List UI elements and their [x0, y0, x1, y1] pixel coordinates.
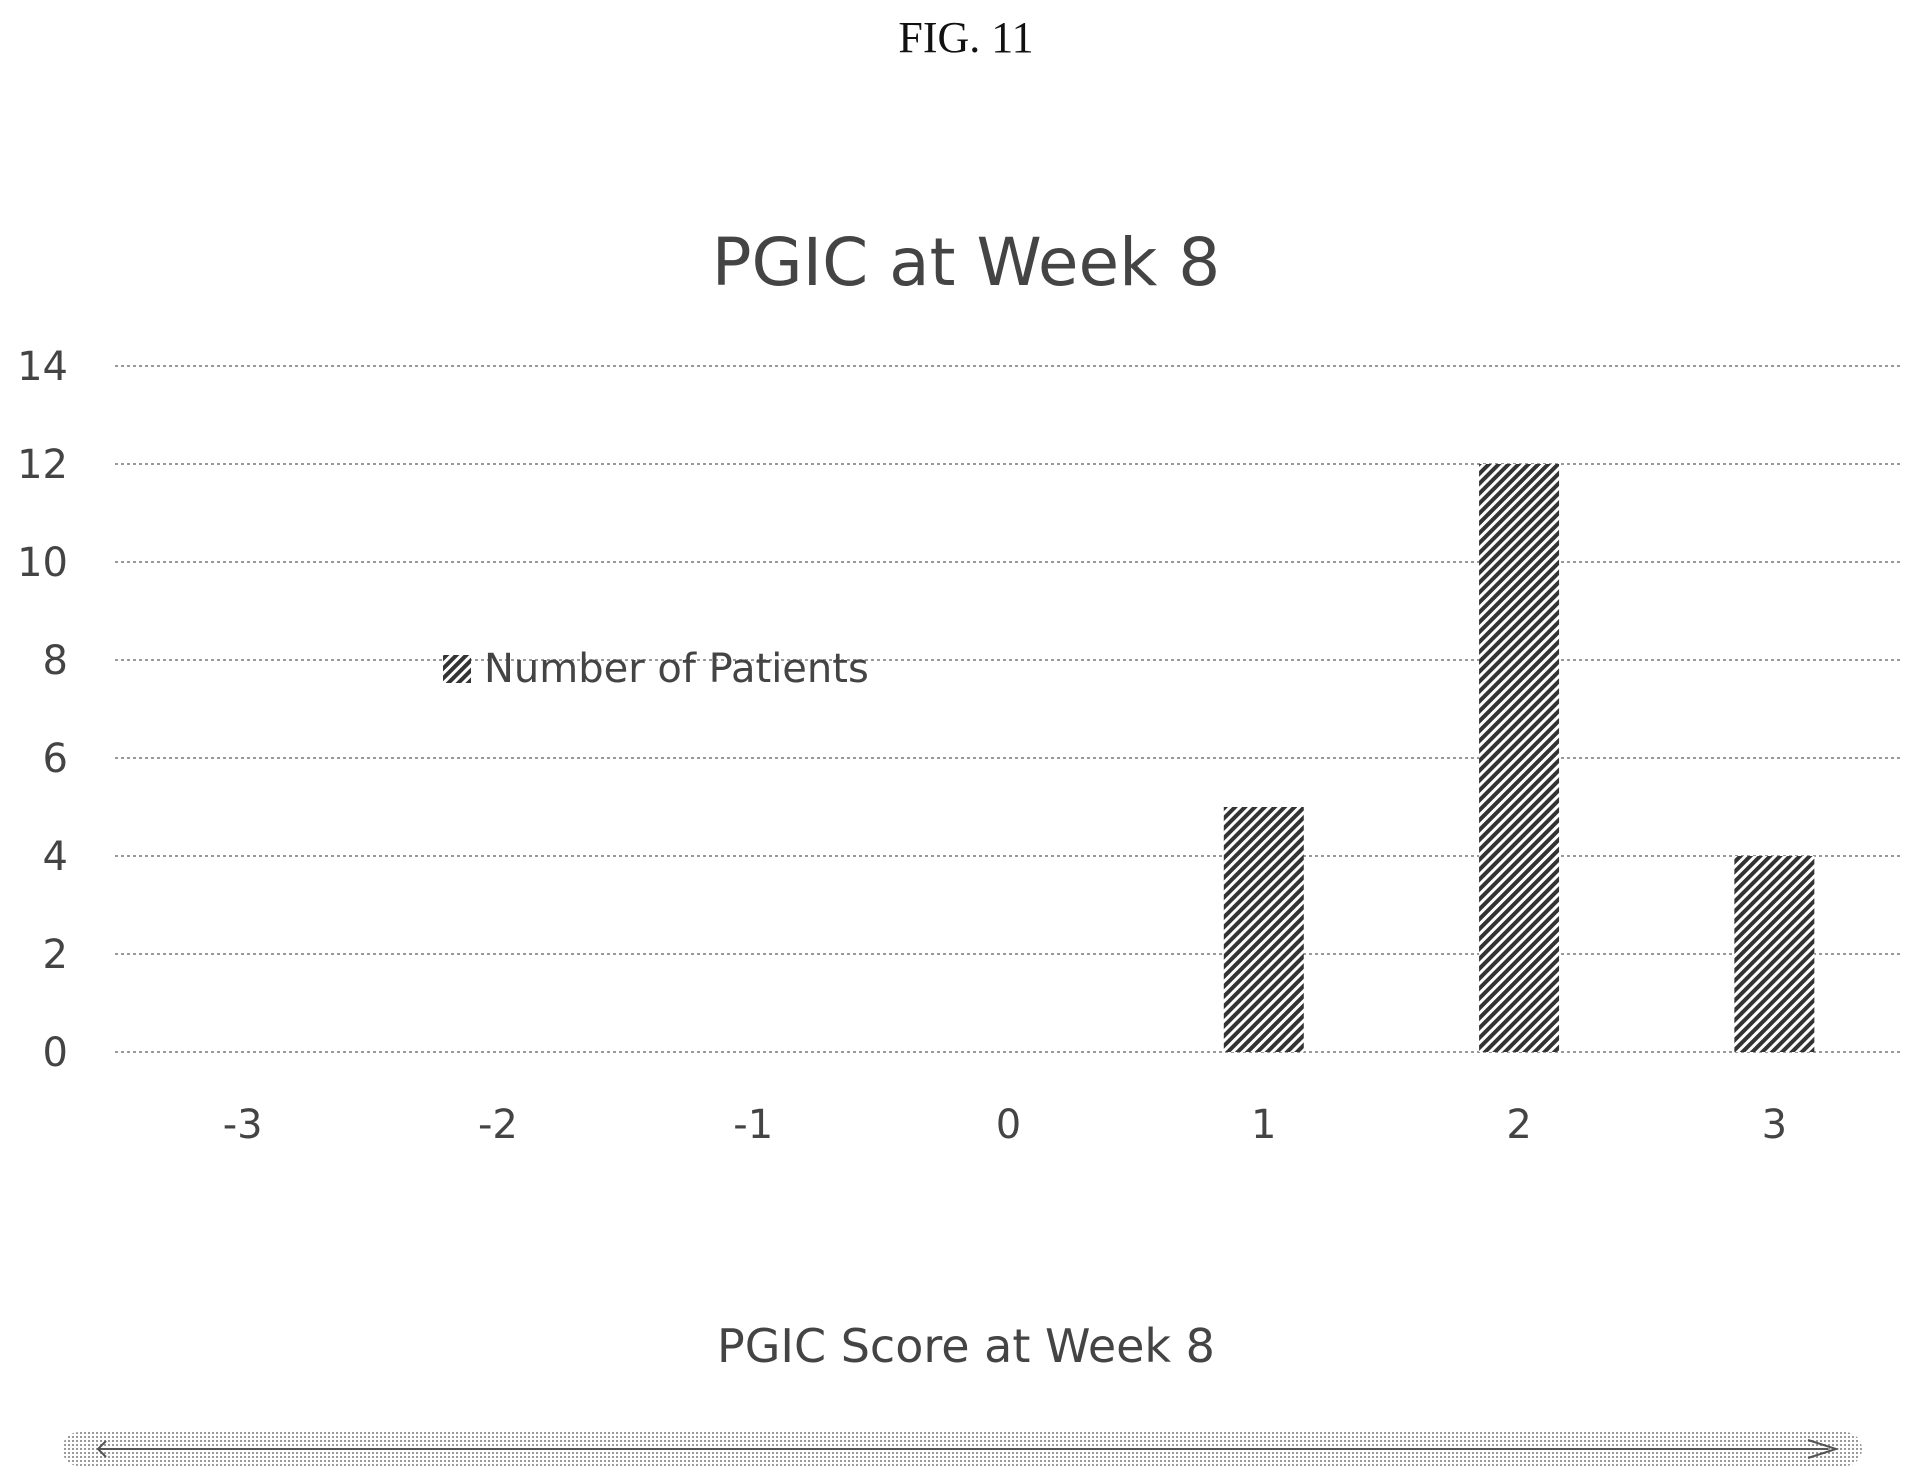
- y-tick-label: 2: [43, 932, 68, 978]
- y-tick-label: 4: [43, 834, 68, 880]
- figure-label: FIG. 11: [898, 13, 1033, 62]
- x-tick-label: -3: [223, 1102, 263, 1148]
- scroll-bar: [62, 1432, 1862, 1466]
- x-tick-label: 0: [996, 1102, 1021, 1148]
- y-tick-label: 6: [43, 736, 68, 782]
- y-tick-label: 12: [17, 442, 68, 488]
- legend: Number of Patients: [443, 646, 869, 692]
- x-axis-tick-labels: -3 -2 -1 0 1 2 3: [223, 1102, 1787, 1148]
- bar-3: [1734, 856, 1814, 1052]
- y-tick-label: 8: [43, 638, 68, 684]
- bar-2: [1479, 464, 1559, 1052]
- x-tick-label: 1: [1251, 1102, 1276, 1148]
- gridlines: [115, 366, 1902, 1052]
- y-tick-label: 14: [17, 344, 68, 390]
- x-tick-label: -1: [733, 1102, 773, 1148]
- legend-label: Number of Patients: [484, 646, 869, 692]
- y-axis-tick-labels: 0 2 4 6 8 10 12 14: [17, 344, 68, 1076]
- y-tick-label: 0: [43, 1030, 68, 1076]
- bar-1: [1224, 807, 1304, 1052]
- x-axis-title: PGIC Score at Week 8: [717, 1319, 1215, 1373]
- x-tick-label: -2: [478, 1102, 518, 1148]
- x-tick-label: 3: [1762, 1102, 1787, 1148]
- x-tick-label: 2: [1506, 1102, 1531, 1148]
- chart-title: PGIC at Week 8: [712, 224, 1221, 301]
- y-tick-label: 10: [17, 540, 68, 586]
- legend-swatch: [443, 655, 471, 683]
